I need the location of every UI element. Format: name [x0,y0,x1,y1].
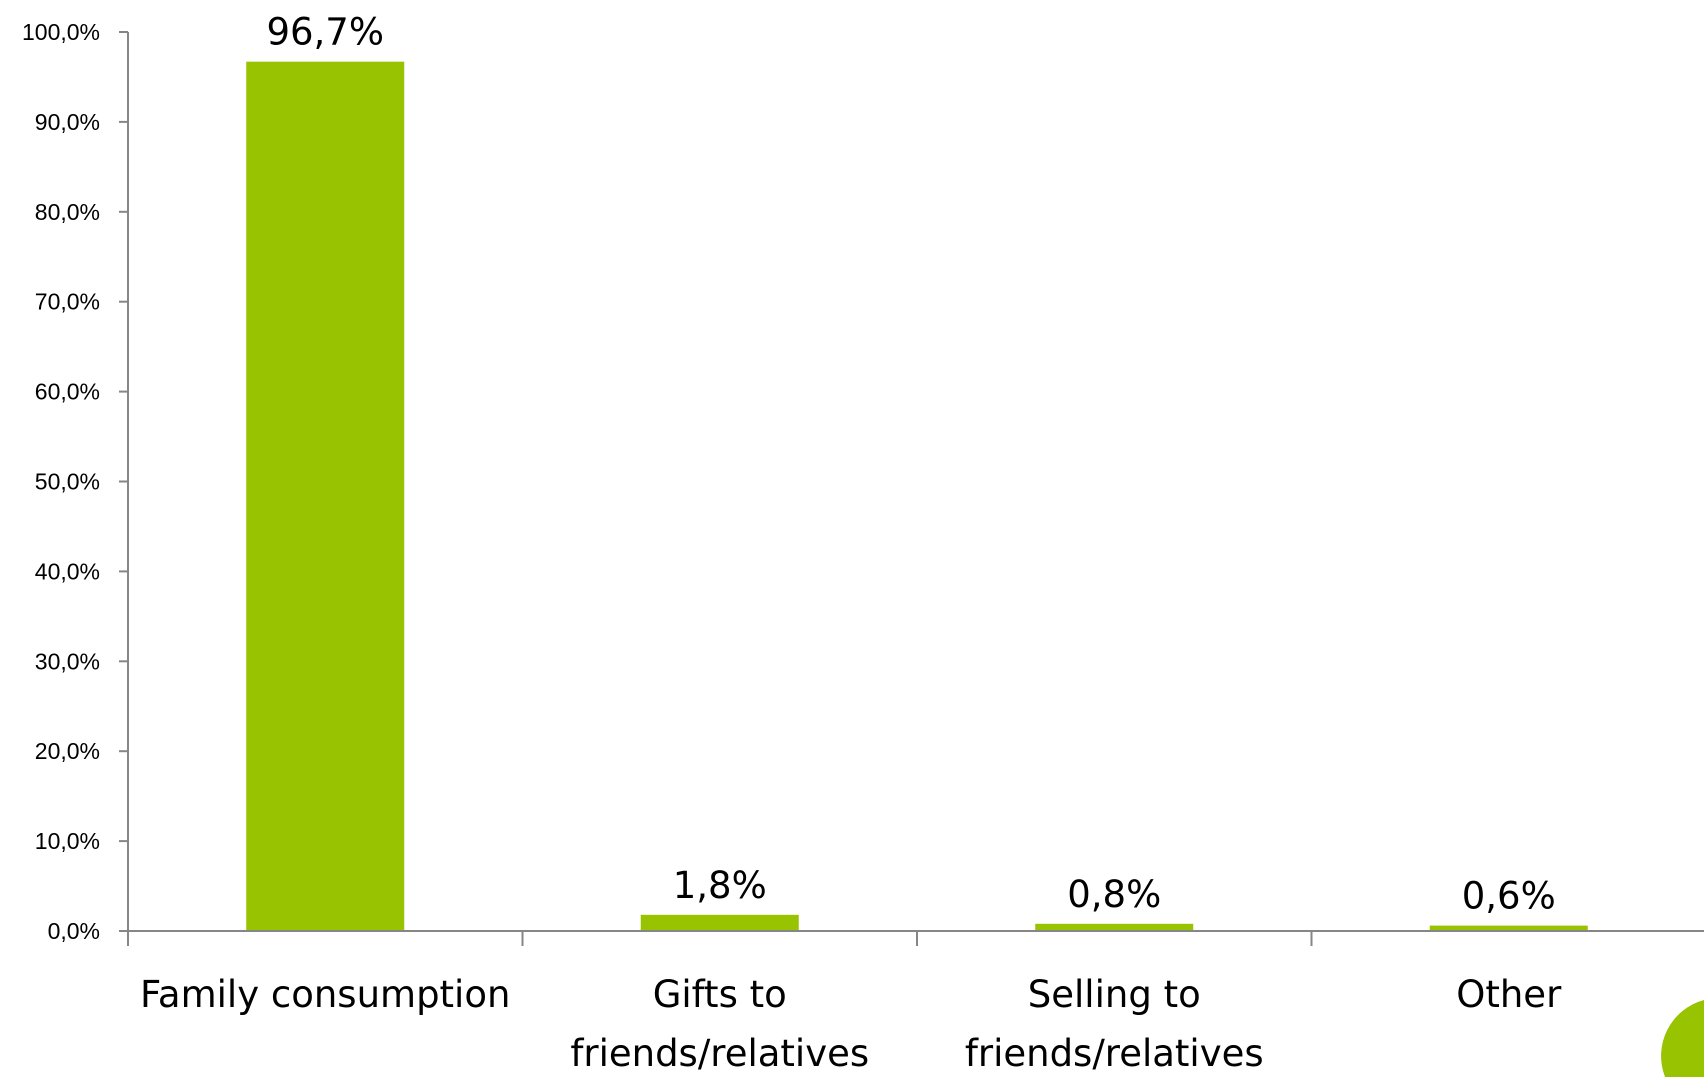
bar [640,914,799,931]
y-axis-ticks [119,31,128,932]
data-label: 96,7% [266,11,384,54]
category-labels: Family consumption Gifts to friends/relati… [140,973,1562,1075]
category-label-line: friends/relatives [570,1032,869,1075]
y-tick-label: 40,0% [35,558,100,584]
category-label-line: Gifts to [653,973,787,1016]
y-tick-label: 0,0% [48,918,100,944]
category-label-line: Family consumption [140,973,510,1016]
category-label-line: friends/relatives [965,1032,1264,1075]
y-tick-label: 20,0% [35,738,100,764]
data-label: 1,8% [673,864,767,907]
y-tick-label: 50,0% [35,469,100,495]
data-labels: 96,7% 1,8% 0,8% 0,6% [266,11,1555,918]
bar [1429,925,1588,931]
y-tick-label: 100,0% [22,19,100,45]
y-tick-label: 70,0% [35,289,100,315]
bars [246,61,1588,932]
category-label: Other [1456,973,1562,1016]
category-label: Selling to friends/relatives [965,973,1264,1075]
bar [246,61,405,932]
category-label-line: Selling to [1028,973,1201,1016]
y-tick-label: 30,0% [35,648,100,674]
corner-decoration-shape [1661,1000,1704,1077]
y-tick-label: 60,0% [35,379,100,405]
bar [1035,923,1194,931]
y-tick-label: 80,0% [35,199,100,225]
x-axis-ticks [127,931,1313,946]
category-label: Family consumption [140,973,510,1016]
y-tick-label: 10,0% [35,828,100,854]
data-label: 0,6% [1462,875,1556,918]
y-tick-label: 90,0% [35,109,100,135]
y-axis-tick-labels: 0,0% 10,0% 20,0% 30,0% 40,0% 50,0% 60,0% 70,0% 8… [22,19,100,944]
category-label: Gifts to friends/relatives [570,973,869,1075]
data-label: 0,8% [1067,873,1161,916]
category-label-line: Other [1456,973,1562,1016]
